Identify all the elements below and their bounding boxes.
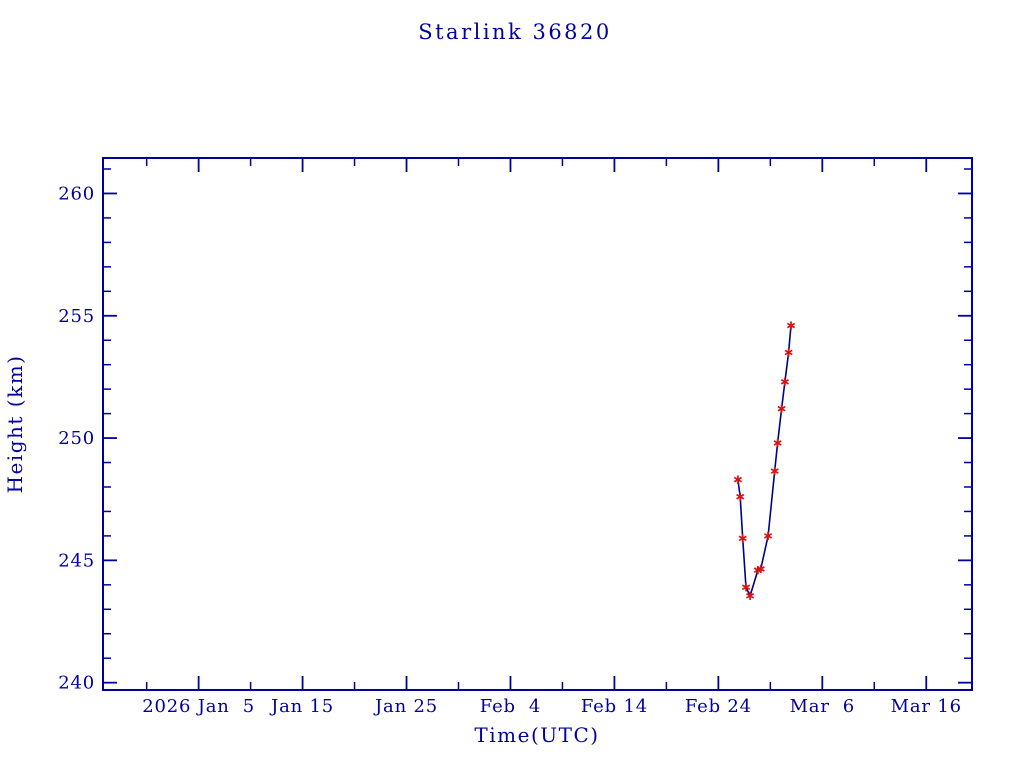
data-point-marker <box>733 475 742 484</box>
marker-arm <box>763 533 773 539</box>
y-tick-label: 250 <box>58 428 95 449</box>
marker-arm <box>733 476 742 483</box>
x-tick-label: 2026 Jan 5 <box>142 696 255 717</box>
x-tick-label: Feb 4 <box>480 696 541 717</box>
data-point-marker <box>770 466 779 476</box>
plot-frame <box>102 157 973 691</box>
data-point-marker <box>756 564 765 574</box>
x-tick-label: Jan 15 <box>269 696 334 717</box>
x-tick-label: Mar 6 <box>790 696 855 717</box>
x-tick-label: Jan 25 <box>373 696 438 717</box>
y-tick-label: 240 <box>58 673 95 694</box>
marker-arm <box>786 322 796 329</box>
chart-title: Starlink 36820 <box>418 20 612 44</box>
x-tick-label: Feb 14 <box>581 696 648 717</box>
marker-arm <box>784 349 793 356</box>
marker-arm <box>756 566 765 572</box>
data-point-marker <box>773 438 782 448</box>
marker-arm <box>746 592 755 599</box>
y-tick-label: 255 <box>58 306 95 327</box>
marker-arm <box>777 405 786 412</box>
x-tick-label: Feb 24 <box>685 696 752 717</box>
x-tick-labels: 2026 Jan 5 Jan 15 Jan 25 Feb 4 Feb 14 Feb 24 M… <box>142 696 962 717</box>
data-markers <box>733 321 796 601</box>
data-point-marker <box>738 534 747 543</box>
marker-arm <box>738 535 747 542</box>
marker-arm <box>741 584 751 591</box>
x-tick-label: Mar 16 <box>891 696 962 717</box>
marker-arm <box>770 468 779 474</box>
y-tick-labels: 240 245 250 255 260 <box>58 183 95 694</box>
data-point-marker <box>777 404 786 413</box>
y-tick-label: 260 <box>58 183 95 204</box>
data-line <box>737 325 792 598</box>
y-axis-label: Height (km) <box>3 355 27 494</box>
data-point-marker <box>780 377 789 387</box>
marker-arm <box>736 493 745 500</box>
data-point-marker <box>741 583 751 592</box>
data-point-marker <box>784 348 793 357</box>
y-tick-label: 245 <box>58 550 95 571</box>
marker-arm <box>780 378 789 385</box>
x-axis-label: Time(UTC) <box>474 723 599 747</box>
data-point-marker <box>746 591 755 601</box>
marker-arm <box>773 440 782 446</box>
axis-ticks <box>104 159 971 689</box>
data-point-marker <box>763 531 773 541</box>
data-point-marker <box>786 321 796 330</box>
data-point-marker <box>736 492 745 501</box>
